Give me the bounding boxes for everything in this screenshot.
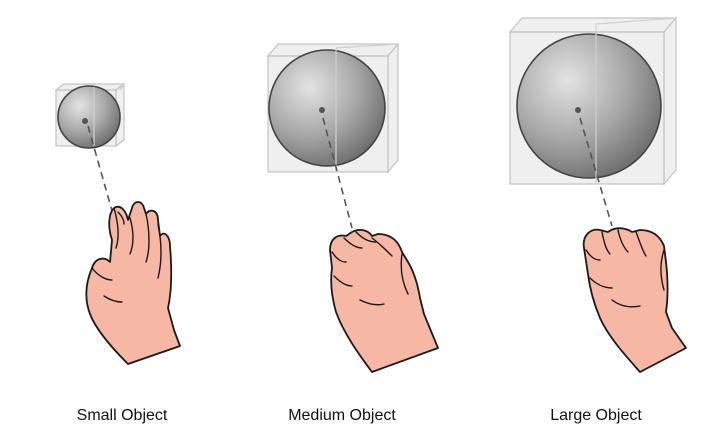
large-sphere bbox=[517, 34, 661, 178]
small-ray bbox=[87, 125, 119, 233]
small-sphere-center bbox=[82, 118, 88, 124]
large-hand bbox=[582, 227, 687, 373]
small-hand bbox=[85, 201, 181, 365]
medium-sphere bbox=[269, 50, 385, 166]
small-sphere bbox=[58, 86, 120, 148]
medium-sphere-center bbox=[319, 107, 325, 113]
large-object-label: Large Object bbox=[550, 407, 642, 424]
medium-ray bbox=[322, 117, 353, 229]
large-ray bbox=[579, 117, 613, 227]
small-object-label: Small Object bbox=[76, 407, 168, 424]
medium-hand bbox=[329, 229, 439, 373]
small-object-group bbox=[54, 82, 181, 365]
medium-object-label: Medium Object bbox=[288, 407, 396, 424]
large-sphere-center bbox=[575, 107, 581, 113]
large-object-group bbox=[508, 16, 687, 373]
medium-object-group bbox=[266, 42, 439, 373]
